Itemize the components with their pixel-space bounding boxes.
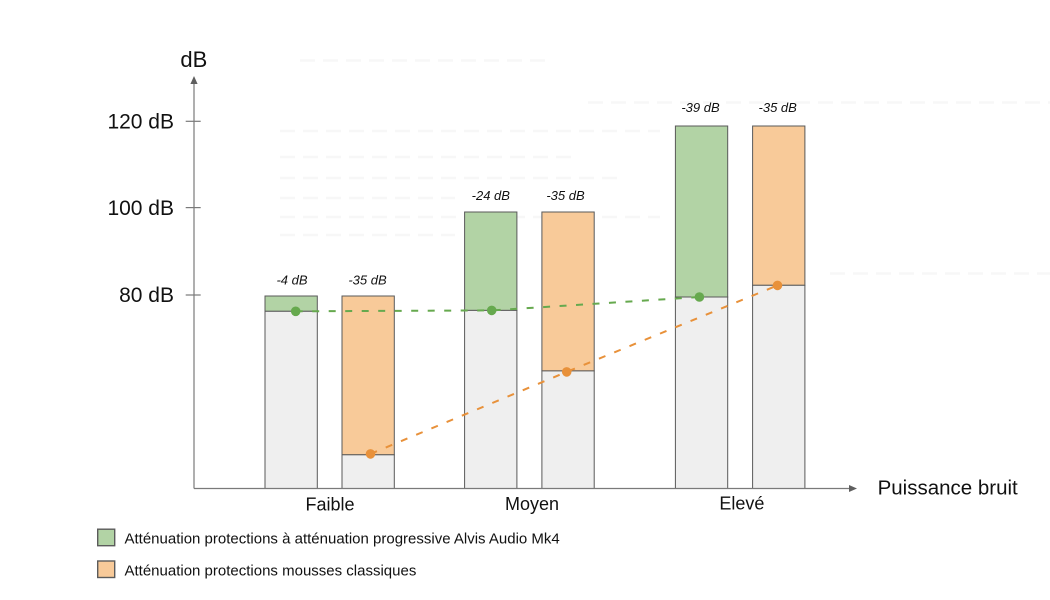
svg-text:-39 dB: -39 dB xyxy=(681,100,720,115)
svg-text:Atténuation protections à atté: Atténuation protections à atténuation pr… xyxy=(125,531,560,548)
svg-text:Puissance bruit: Puissance bruit xyxy=(878,476,1018,499)
svg-text:-35 dB: -35 dB xyxy=(348,273,387,288)
svg-text:-4 dB: -4 dB xyxy=(276,273,307,288)
svg-text:-24 dB: -24 dB xyxy=(472,188,511,203)
svg-text:Elevé: Elevé xyxy=(719,494,764,514)
svg-text:Faible: Faible xyxy=(305,494,354,514)
svg-text:Atténuation protections mousse: Atténuation protections mousses classiqu… xyxy=(125,563,417,580)
svg-text:Moyen: Moyen xyxy=(505,494,559,514)
svg-text:80 dB: 80 dB xyxy=(119,284,174,307)
svg-text:120 dB: 120 dB xyxy=(107,111,174,134)
svg-text:-35 dB: -35 dB xyxy=(759,100,798,115)
svg-text:100 dB: 100 dB xyxy=(107,197,174,220)
svg-text:dB: dB xyxy=(180,47,207,72)
svg-text:-35 dB: -35 dB xyxy=(546,188,585,203)
